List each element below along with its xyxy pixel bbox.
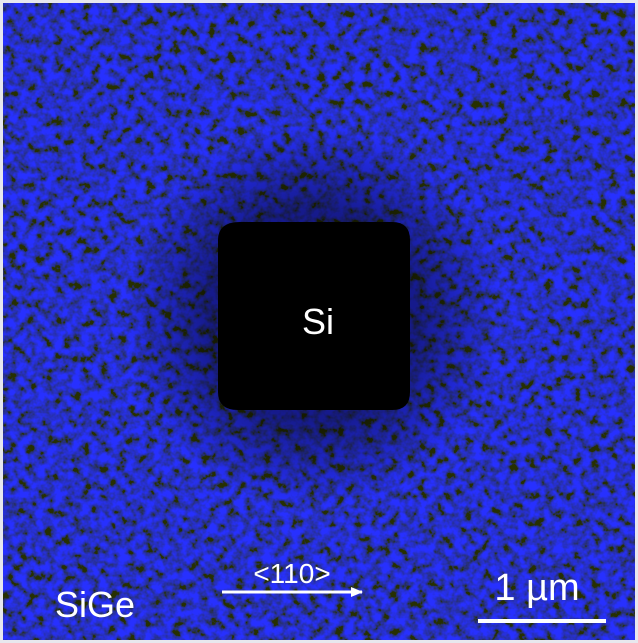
page: Si SiGe <110> 1 µm (() => { const data =… [0, 0, 638, 643]
region-label: SiGe [55, 584, 135, 625]
micrograph: Si SiGe <110> 1 µm [0, 0, 638, 643]
scale-bar-label: 1 µm [494, 567, 579, 609]
region-label: Si [302, 301, 334, 342]
direction-label: <110> [253, 558, 330, 589]
